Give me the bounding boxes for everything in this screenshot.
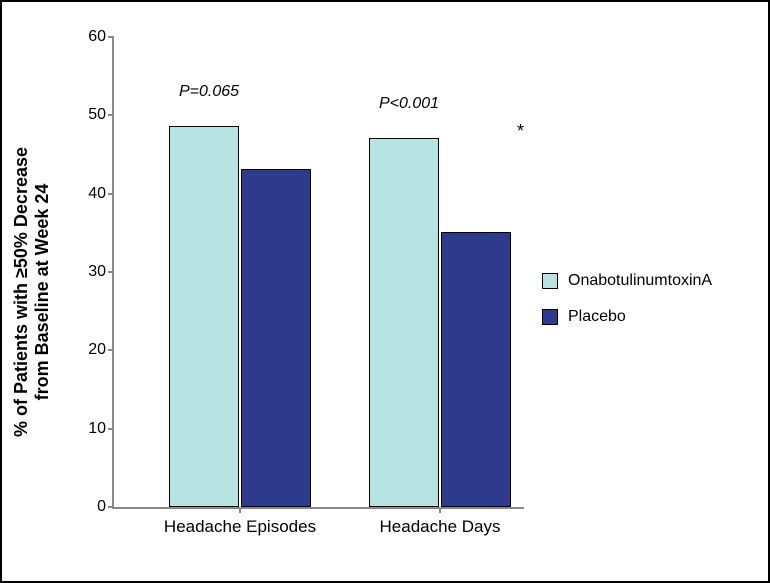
y-tick-mark xyxy=(108,349,114,351)
bar xyxy=(241,169,311,507)
category-label: Headache Days xyxy=(380,507,501,537)
legend-label-placebo: Placebo xyxy=(568,308,626,326)
chart-frame: % of Patients with ≥50% Decrease from Ba… xyxy=(0,0,770,583)
bar xyxy=(369,138,439,507)
legend-item-onabotulinumtoxina: OnabotulinumtoxinA xyxy=(542,272,712,290)
y-tick-mark xyxy=(108,428,114,430)
y-tick-mark xyxy=(108,193,114,195)
legend-swatch-placebo xyxy=(542,309,558,325)
legend: OnabotulinumtoxinA Placebo xyxy=(542,272,712,344)
plot-area: 0102030405060Headache EpisodesP=0.065Hea… xyxy=(112,37,524,509)
category-label: Headache Episodes xyxy=(164,507,316,537)
p-value-label: P<0.001 xyxy=(379,95,439,113)
y-axis-label-line2: from Baseline at Week 24 xyxy=(32,183,52,400)
significance-marker: * xyxy=(517,121,524,142)
y-tick-mark xyxy=(108,271,114,273)
p-value-label: P=0.065 xyxy=(179,83,239,101)
y-tick-mark xyxy=(108,114,114,116)
legend-item-placebo: Placebo xyxy=(542,308,712,326)
legend-label-onabotulinumtoxina: OnabotulinumtoxinA xyxy=(568,272,712,290)
y-axis-label: % of Patients with ≥50% Decrease from Ba… xyxy=(11,92,53,492)
y-axis-label-line1: % of Patients with ≥50% Decrease xyxy=(11,147,31,437)
bar xyxy=(169,126,239,507)
bar xyxy=(441,232,511,507)
chart-area: % of Patients with ≥50% Decrease from Ba… xyxy=(12,12,758,571)
y-tick-mark xyxy=(108,36,114,38)
y-tick-mark xyxy=(108,506,114,508)
legend-swatch-onabotulinumtoxina xyxy=(542,273,558,289)
